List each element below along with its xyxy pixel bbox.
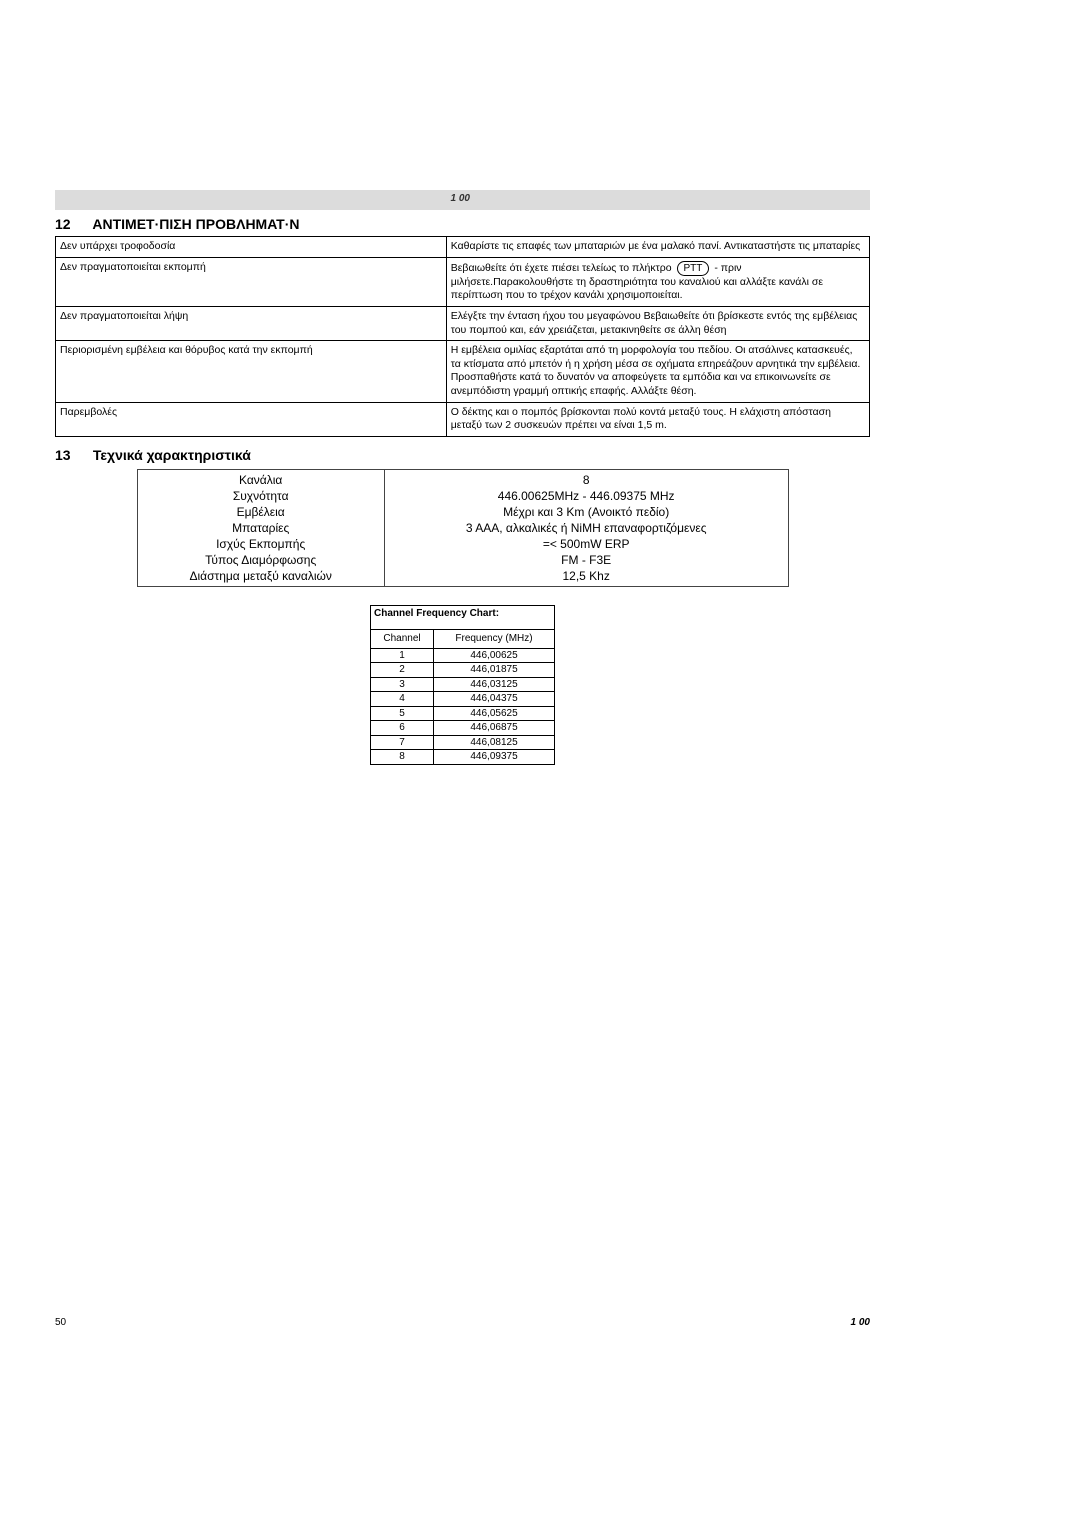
table-row: Παρεμβολές Ο δέκτης και ο πομπός βρίσκον… [56,402,870,436]
solution-cell: Ο δέκτης και ο πομπός βρίσκονται πολύ κο… [446,402,869,436]
freq-cell: 446,09375 [434,750,555,765]
channel-cell: 4 [371,692,434,707]
table-header-row: Channel Frequency (MHz) [371,630,555,649]
freq-cell: 446,08125 [434,735,555,750]
table-row: Εμβέλεια Μέχρι και 3 Km (Ανοικτό πεδίο) [137,504,788,520]
spec-label: Κανάλια [137,470,384,489]
spec-value: 12,5 Khz [384,568,788,587]
problem-cell: Περιορισμένη εμβέλεια και θόρυβος κατά τ… [56,341,447,403]
footer-model-label: 1 00 [851,1317,870,1328]
section-13-heading: 13 Τεχνικά χαρακτηριστικά [55,447,870,463]
table-row: Τύπος Διαμόρφωσης FM - F3E [137,552,788,568]
solution-cell: Καθαρίστε τις επαφές των μπαταριών με έν… [446,237,869,258]
problem-cell: Παρεμβολές [56,402,447,436]
table-row: 4446,04375 [371,692,555,707]
freq-cell: 446,01875 [434,663,555,678]
solution-cell: Η εμβέλεια ομιλίας εξαρτάται από τη μορφ… [446,341,869,403]
problem-cell: Δεν υπάρχει τροφοδοσία [56,237,447,258]
table-row: Δεν πραγματοποιείται λήψη Ελέγξτε την έν… [56,306,870,340]
spec-label: Συχνότητα [137,488,384,504]
page-number: 50 [55,1317,66,1328]
section-12-title: ΑΝΤΙΜΕΤ·ΠΙΣΗ ΠΡΟΒΛΗΜΑΤ·Ν [92,216,299,232]
channel-cell: 7 [371,735,434,750]
table-row: Δεν πραγματοποιείται εκπομπή Βεβαιωθείτε… [56,257,870,306]
channel-cell: 1 [371,648,434,663]
table-row: 5446,05625 [371,706,555,721]
spec-value: 3 AAA, αλκαλικές ή NiMH επαναφορτιζόμενε… [384,520,788,536]
freq-cell: 446,06875 [434,721,555,736]
column-header-frequency: Frequency (MHz) [434,630,555,649]
solution-cell: Ελέγξτε την ένταση ήχου του μεγαφώνου Βε… [446,306,869,340]
spec-value: =< 500mW ERP [384,536,788,552]
section-13-title: Τεχνικά χαρακτηριστικά [93,447,251,463]
spec-label: Διάστημα μεταξύ καναλιών [137,568,384,587]
section-12-number: 12 [55,216,89,232]
freq-cell: 446,05625 [434,706,555,721]
spec-value: 446.00625MHz - 446.09375 MHz [384,488,788,504]
spec-value: Μέχρι και 3 Km (Ανοικτό πεδίο) [384,504,788,520]
solution-text-pre: Βεβαιωθείτε ότι έχετε πιέσει τελείως το … [451,262,672,274]
troubleshooting-table: Δεν υπάρχει τροφοδοσία Καθαρίστε τις επα… [55,236,870,437]
spec-value: 8 [384,470,788,489]
table-row: 2446,01875 [371,663,555,678]
header-model-label: 1 00 [451,193,470,204]
channel-cell: 5 [371,706,434,721]
table-row: 7446,08125 [371,735,555,750]
channel-cell: 8 [371,750,434,765]
table-row: Συχνότητα 446.00625MHz - 446.09375 MHz [137,488,788,504]
problem-cell: Δεν πραγματοποιείται λήψη [56,306,447,340]
table-row: Περιορισμένη εμβέλεια και θόρυβος κατά τ… [56,341,870,403]
frequency-chart-title: Channel Frequency Chart: [370,605,555,629]
ptt-button-label: PTT [677,261,710,276]
freq-cell: 446,03125 [434,677,555,692]
column-header-channel: Channel [371,630,434,649]
spec-value: FM - F3E [384,552,788,568]
table-row: Ισχύς Εκπομπής =< 500mW ERP [137,536,788,552]
channel-cell: 3 [371,677,434,692]
table-row: 6446,06875 [371,721,555,736]
section-13-number: 13 [55,447,89,463]
spec-label: Τύπος Διαμόρφωσης [137,552,384,568]
frequency-chart-table: Channel Frequency Chart: Channel Frequen… [370,605,555,765]
problem-cell: Δεν πραγματοποιείται εκπομπή [56,257,447,306]
spec-label: Μπαταρίες [137,520,384,536]
table-row: 8446,09375 [371,750,555,765]
section-12-heading: 12 ΑΝΤΙΜΕΤ·ΠΙΣΗ ΠΡΟΒΛΗΜΑΤ·Ν [55,216,870,232]
spec-label: Εμβέλεια [137,504,384,520]
freq-cell: 446,00625 [434,648,555,663]
freq-cell: 446,04375 [434,692,555,707]
table-row: Διάστημα μεταξύ καναλιών 12,5 Khz [137,568,788,587]
table-row: Κανάλια 8 [137,470,788,489]
channel-cell: 6 [371,721,434,736]
page-footer: 50 1 00 [55,1317,870,1328]
specs-table: Κανάλια 8 Συχνότητα 446.00625MHz - 446.0… [137,469,789,587]
table-row: 1446,00625 [371,648,555,663]
table-row: Δεν υπάρχει τροφοδοσία Καθαρίστε τις επα… [56,237,870,258]
solution-cell: Βεβαιωθείτε ότι έχετε πιέσει τελείως το … [446,257,869,306]
table-row: 3446,03125 [371,677,555,692]
channel-cell: 2 [371,663,434,678]
header-bar: 1 00 [55,190,870,210]
spec-label: Ισχύς Εκπομπής [137,536,384,552]
table-row: Μπαταρίες 3 AAA, αλκαλικές ή NiMH επαναφ… [137,520,788,536]
